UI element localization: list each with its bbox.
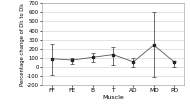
X-axis label: Muscle: Muscle bbox=[102, 95, 124, 100]
Y-axis label: Percentage change of DI₁ to DI₆: Percentage change of DI₁ to DI₆ bbox=[20, 3, 25, 86]
